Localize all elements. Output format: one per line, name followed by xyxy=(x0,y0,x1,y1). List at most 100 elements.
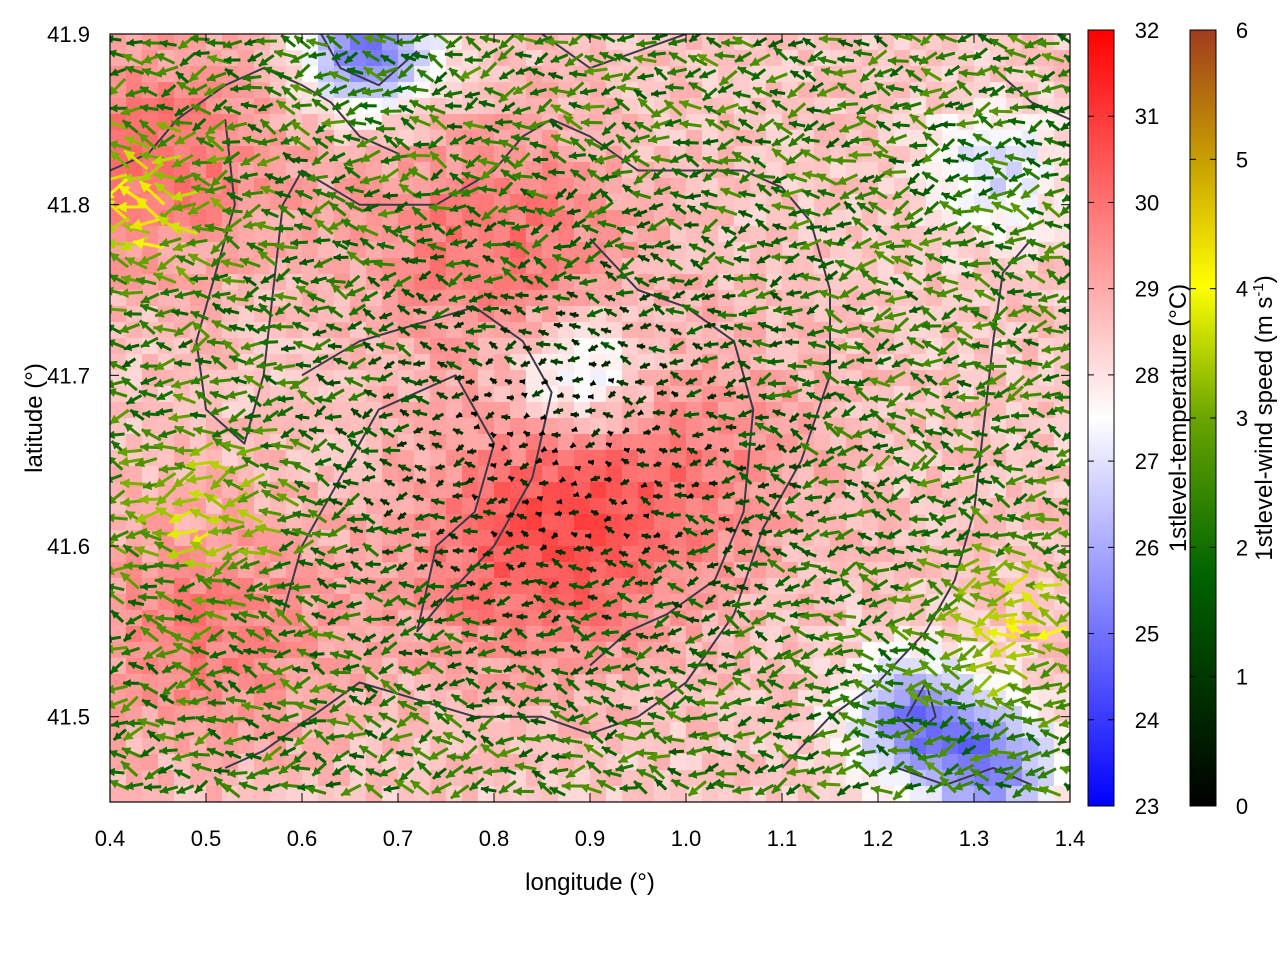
heatmap-cell xyxy=(590,498,607,515)
heatmap-cell xyxy=(526,370,543,387)
heatmap-cell xyxy=(126,370,143,387)
heatmap-cell xyxy=(446,594,463,611)
heatmap-cell xyxy=(366,338,383,355)
heatmap-cell xyxy=(1038,146,1055,163)
heatmap-cell xyxy=(510,466,527,483)
heatmap-cell xyxy=(878,210,895,227)
heatmap-cell xyxy=(366,482,383,499)
heatmap-cell xyxy=(174,450,191,467)
heatmap-cell xyxy=(462,482,479,499)
heatmap-cell xyxy=(782,402,799,419)
heatmap-cell xyxy=(302,274,319,291)
heatmap-cell xyxy=(174,434,191,451)
heatmap-cell xyxy=(894,50,911,67)
heatmap-cell xyxy=(414,178,431,195)
heatmap-cell xyxy=(158,194,175,211)
heatmap-cell xyxy=(382,258,399,275)
heatmap-cell xyxy=(1054,418,1070,435)
heatmap-cell xyxy=(126,418,143,435)
heatmap-cell xyxy=(622,338,639,355)
heatmap-cell xyxy=(542,130,559,147)
heatmap-cell xyxy=(334,386,351,403)
heatmap-cell xyxy=(414,466,431,483)
heatmap-cell xyxy=(414,242,431,259)
heatmap-cell xyxy=(398,66,415,83)
heatmap-cell xyxy=(686,338,703,355)
heatmap-cell xyxy=(494,466,511,483)
heatmap-cell xyxy=(414,226,431,243)
heatmap-cell xyxy=(302,242,319,259)
heatmap-cell xyxy=(782,434,799,451)
heatmap-cell xyxy=(638,418,655,435)
heatmap-cell xyxy=(670,226,687,243)
heatmap-cell xyxy=(206,210,223,227)
heatmap-cell xyxy=(398,210,415,227)
heatmap-cell xyxy=(238,50,255,67)
heatmap-cell xyxy=(302,226,319,243)
heatmap-cell xyxy=(894,402,911,419)
heatmap-cell xyxy=(222,722,239,739)
heatmap-cell xyxy=(398,162,415,179)
heatmap-cell xyxy=(846,66,863,83)
heatmap-cell xyxy=(142,466,159,483)
heatmap-cell xyxy=(206,370,223,387)
heatmap-cell xyxy=(846,322,863,339)
heatmap-cell xyxy=(990,242,1007,259)
heatmap-cell xyxy=(830,498,847,515)
heatmap-cell xyxy=(942,450,959,467)
heatmap-cell xyxy=(542,338,559,355)
heatmap-cell xyxy=(446,498,463,515)
heatmap-cell xyxy=(558,418,575,435)
heatmap-cell xyxy=(862,34,879,51)
heatmap-cell xyxy=(1038,274,1055,291)
heatmap-cell xyxy=(990,130,1007,147)
heatmap-cell xyxy=(574,322,591,339)
heatmap-cell xyxy=(958,194,975,211)
heatmap-cell xyxy=(574,386,591,403)
heatmap-cell xyxy=(670,386,687,403)
heatmap-cell xyxy=(558,210,575,227)
heatmap-cell xyxy=(670,722,687,739)
heatmap-cell xyxy=(126,626,143,643)
heatmap-cell xyxy=(366,210,383,227)
heatmap-cell xyxy=(526,786,543,802)
heatmap-cell xyxy=(734,194,751,211)
heatmap-cell xyxy=(622,50,639,67)
heatmap-cell xyxy=(702,434,719,451)
heatmap-cell xyxy=(558,498,575,515)
heatmap-cell xyxy=(590,578,607,595)
heatmap-cell xyxy=(334,306,351,323)
heatmap-cell xyxy=(638,146,655,163)
heatmap-cell xyxy=(846,226,863,243)
heatmap-cell xyxy=(222,178,239,195)
heatmap-cell xyxy=(702,290,719,307)
heatmap-cell xyxy=(526,530,543,547)
heatmap-cell xyxy=(574,418,591,435)
heatmap-cell xyxy=(702,402,719,419)
heatmap-cell xyxy=(382,178,399,195)
heatmap-cell xyxy=(142,754,159,771)
heatmap-cell xyxy=(558,338,575,355)
heatmap-cell xyxy=(1022,210,1039,227)
heatmap-cell xyxy=(606,418,623,435)
heatmap-cell xyxy=(766,450,783,467)
heatmap-cell xyxy=(158,514,175,531)
heatmap-cell xyxy=(542,290,559,307)
heatmap-cell xyxy=(318,642,335,659)
heatmap-cell xyxy=(798,194,815,211)
heatmap-cell xyxy=(814,434,831,451)
heatmap-cell xyxy=(350,466,367,483)
heatmap-cell xyxy=(398,338,415,355)
heatmap-cell xyxy=(734,226,751,243)
heatmap-cell xyxy=(654,354,671,371)
heatmap-cell xyxy=(526,210,543,227)
heatmap-cell xyxy=(398,642,415,659)
heatmap-cell xyxy=(926,306,943,323)
heatmap-cell xyxy=(654,194,671,211)
heatmap-cell xyxy=(622,370,639,387)
heatmap-cell xyxy=(782,370,799,387)
heatmap-cell xyxy=(526,434,543,451)
heatmap-cell xyxy=(430,722,447,739)
heatmap-cell xyxy=(846,98,863,115)
